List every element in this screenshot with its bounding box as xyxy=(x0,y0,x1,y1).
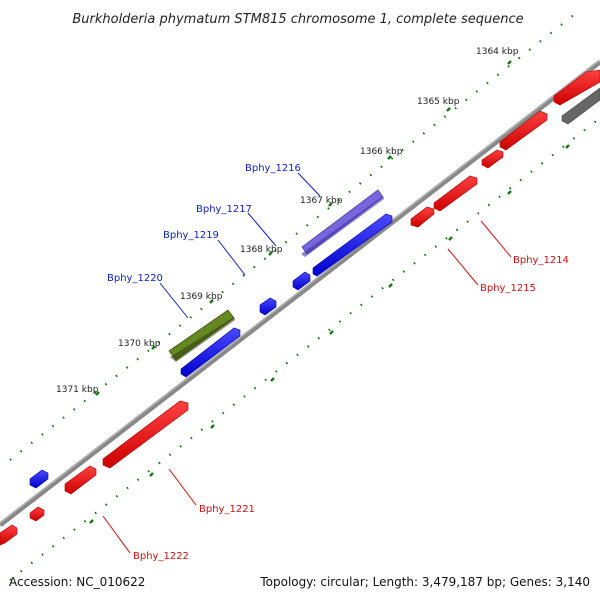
gene-reverse-arrow[interactable] xyxy=(29,506,45,522)
gene-label-bphy-1220[interactable]: Bphy_1220 xyxy=(107,273,163,284)
gene-label-bphy-1219[interactable]: Bphy_1219 xyxy=(163,230,219,241)
lower-major-ticks xyxy=(89,144,570,524)
gene-gray-arrow[interactable] xyxy=(561,87,600,125)
tick-label: 1369 kbp xyxy=(180,292,223,302)
gene-bphy-1216-feature-shadow xyxy=(301,196,384,257)
gene-label-bphy-1214[interactable]: Bphy_1214 xyxy=(513,255,569,266)
chromosome-backbone-highlight xyxy=(0,59,600,524)
accession-text: Accession: NC_010622 xyxy=(9,575,145,589)
tick-label: 1367 kbp xyxy=(300,196,343,206)
tick-label: 1365 kbp xyxy=(417,97,460,107)
lower-tick-track xyxy=(9,117,600,581)
forward-genes xyxy=(29,213,393,489)
tick-label: 1364 kbp xyxy=(476,47,519,57)
gene-bphy-1222-arrow[interactable] xyxy=(64,465,97,495)
gene-label-bphy-1222[interactable]: Bphy_1222 xyxy=(133,551,189,562)
gene-bphy-1220-feature-shadow xyxy=(170,317,235,362)
gene-bphy-1215-arrow[interactable] xyxy=(433,175,478,212)
gene-bphy-1216-arrow[interactable] xyxy=(312,213,393,277)
gene-label-bphy-1221[interactable]: Bphy_1221 xyxy=(199,504,255,515)
tick-label: 1370 kbp xyxy=(118,339,161,349)
gene-label-bphy-1215[interactable]: Bphy_1215 xyxy=(480,283,536,294)
gene-small-forward-arrow[interactable] xyxy=(29,469,49,489)
reverse-genes xyxy=(0,69,600,546)
gene-reverse-arrow[interactable] xyxy=(481,149,504,169)
forward-label-leaders xyxy=(159,172,321,319)
gene-bphy-1220-arrow[interactable] xyxy=(180,327,241,378)
gene-bphy-1221-arrow[interactable] xyxy=(102,400,189,469)
summary-text: Topology: circular; Length: 3,479,187 bp… xyxy=(259,575,590,589)
gene-bphy-1219-arrow[interactable] xyxy=(259,297,277,316)
gene-reverse-arrow[interactable] xyxy=(0,524,18,546)
tick-label: 1366 kbp xyxy=(360,147,403,157)
reverse-label-leaders xyxy=(102,220,512,554)
gene-reverse-arrow[interactable] xyxy=(553,69,600,106)
chromosome-backbone xyxy=(0,60,600,527)
upper-major-ticks xyxy=(95,60,512,396)
map-title: Burkholderia phymatum STM815 chromosome … xyxy=(72,12,523,27)
gene-bphy-1214-arrow[interactable] xyxy=(410,206,435,228)
gene-label-bphy-1216[interactable]: Bphy_1216 xyxy=(245,163,301,174)
gene-label-bphy-1217[interactable]: Bphy_1217 xyxy=(196,204,252,215)
tick-label: 1368 kbp xyxy=(240,245,283,255)
gene-reverse-arrow[interactable] xyxy=(499,110,548,151)
gene-bphy-1217-arrow[interactable] xyxy=(292,271,311,291)
tick-label: 1371 kbp xyxy=(56,385,99,395)
